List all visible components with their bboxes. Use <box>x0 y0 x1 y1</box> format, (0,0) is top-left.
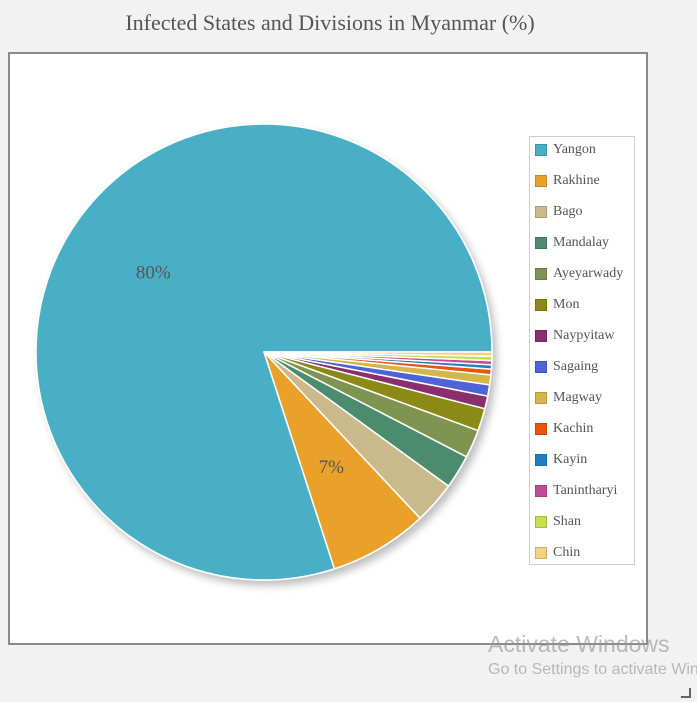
legend-label: Naypyitaw <box>553 328 615 343</box>
legend-swatch <box>535 454 547 466</box>
legend-swatch <box>535 547 547 559</box>
legend-label: Kayin <box>553 452 588 467</box>
legend-item-tanintharyi[interactable]: Tanintharyi <box>535 483 617 499</box>
legend-swatch <box>535 299 547 311</box>
legend-label: Tanintharyi <box>553 483 618 498</box>
legend-label: Yangon <box>553 142 596 157</box>
legend-swatch <box>535 206 547 218</box>
legend-item-kachin[interactable]: Kachin <box>535 421 593 437</box>
legend-item-magway[interactable]: Magway <box>535 390 602 406</box>
pie-slice-chin[interactable] <box>263 351 493 358</box>
legend-swatch <box>535 330 547 342</box>
legend-item-naypyitaw[interactable]: Naypyitaw <box>535 328 614 344</box>
legend-swatch <box>535 361 547 373</box>
legend-item-mandalay[interactable]: Mandalay <box>535 235 609 251</box>
legend-label: Bago <box>553 204 583 219</box>
chart-title: Infected States and Divisions in Myanmar… <box>125 10 535 35</box>
watermark-line-1: Activate Windows <box>488 631 670 657</box>
legend-item-kayin[interactable]: Kayin <box>535 452 587 468</box>
legend-label: Shan <box>553 514 581 529</box>
legend-label: Chin <box>553 545 581 560</box>
slice-label-rakhine: 7% <box>319 457 345 478</box>
legend-label: Rakhine <box>553 173 600 188</box>
legend-swatch <box>535 237 547 249</box>
resize-grip-icon[interactable] <box>681 688 691 698</box>
legend-swatch <box>535 392 547 404</box>
legend-label: Magway <box>553 390 602 405</box>
slice-label-yangon: 80% <box>136 263 171 284</box>
legend-swatch <box>535 485 547 497</box>
legend-label: Mandalay <box>553 235 609 250</box>
legend-item-shan[interactable]: Shan <box>535 514 581 530</box>
watermark-line-2: Go to Settings to activate Windows. <box>488 661 697 678</box>
legend-swatch <box>535 175 547 187</box>
legend-item-ayeyarwady[interactable]: Ayeyarwady <box>535 266 623 282</box>
legend-swatch <box>535 423 547 435</box>
legend-item-chin[interactable]: Chin <box>535 545 580 561</box>
legend-label: Sagaing <box>553 359 599 374</box>
chart-legend: Yangon Rakhine Bago Mandalay Ayeyarwady Mon Na… <box>529 136 635 565</box>
legend-label: Mon <box>553 297 580 312</box>
legend-swatch <box>535 516 547 528</box>
legend-label: Ayeyarwady <box>553 266 624 281</box>
legend-swatch <box>535 144 547 156</box>
windows-activation-watermark: Activate Windows Go to Settings to activ… <box>488 630 697 682</box>
pie-slice-yangon[interactable] <box>35 123 493 581</box>
legend-item-sagaing[interactable]: Sagaing <box>535 359 598 375</box>
legend-swatch <box>535 268 547 280</box>
legend-item-yangon[interactable]: Yangon <box>535 142 596 158</box>
legend-label: Kachin <box>553 421 594 436</box>
legend-item-mon[interactable]: Mon <box>535 297 579 313</box>
legend-item-bago[interactable]: Bago <box>535 204 583 220</box>
legend-item-rakhine[interactable]: Rakhine <box>535 173 600 189</box>
